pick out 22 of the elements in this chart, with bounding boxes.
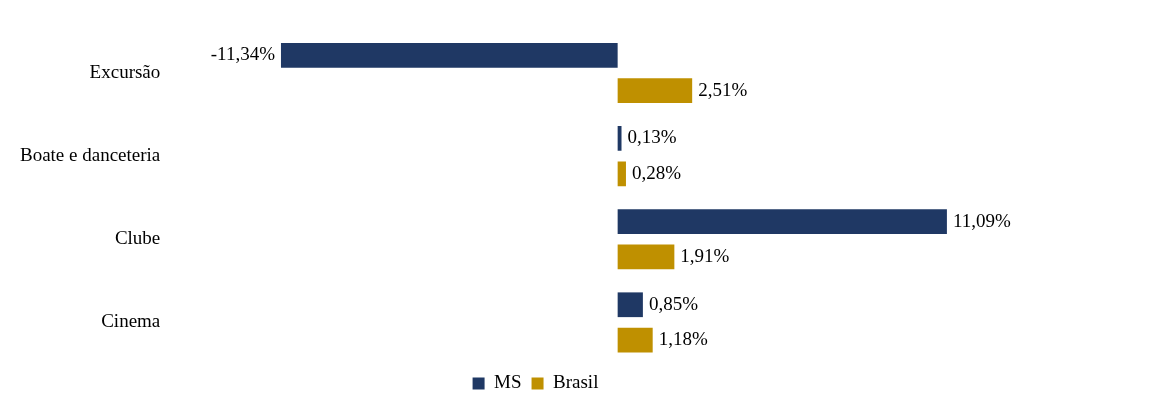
- data-label: 0,13%: [627, 126, 677, 148]
- data-label: 1,91%: [680, 244, 730, 266]
- data-label: 0,85%: [648, 292, 699, 314]
- bar: [617, 161, 626, 187]
- legend-label: MS: [494, 371, 522, 393]
- bar: [280, 42, 618, 68]
- bar: [617, 78, 693, 104]
- data-label: -11,34%: [210, 43, 276, 65]
- data-label: 0,28%: [631, 161, 682, 183]
- data-label: 2,51%: [698, 78, 748, 100]
- legend-label: Brasil: [553, 371, 599, 393]
- bar: [617, 327, 653, 353]
- data-label: 1,18%: [658, 328, 708, 350]
- y-tick-label: Cinema: [101, 310, 161, 332]
- bar: [617, 209, 947, 234]
- y-tick-label: Boate e danceteria: [19, 144, 161, 166]
- bar: [617, 126, 622, 151]
- bar: [617, 244, 675, 270]
- y-tick-label: Clube: [114, 227, 161, 249]
- data-label: 11,09%: [952, 209, 1011, 231]
- y-tick-label: Excursão: [89, 60, 161, 82]
- bar: [617, 292, 643, 318]
